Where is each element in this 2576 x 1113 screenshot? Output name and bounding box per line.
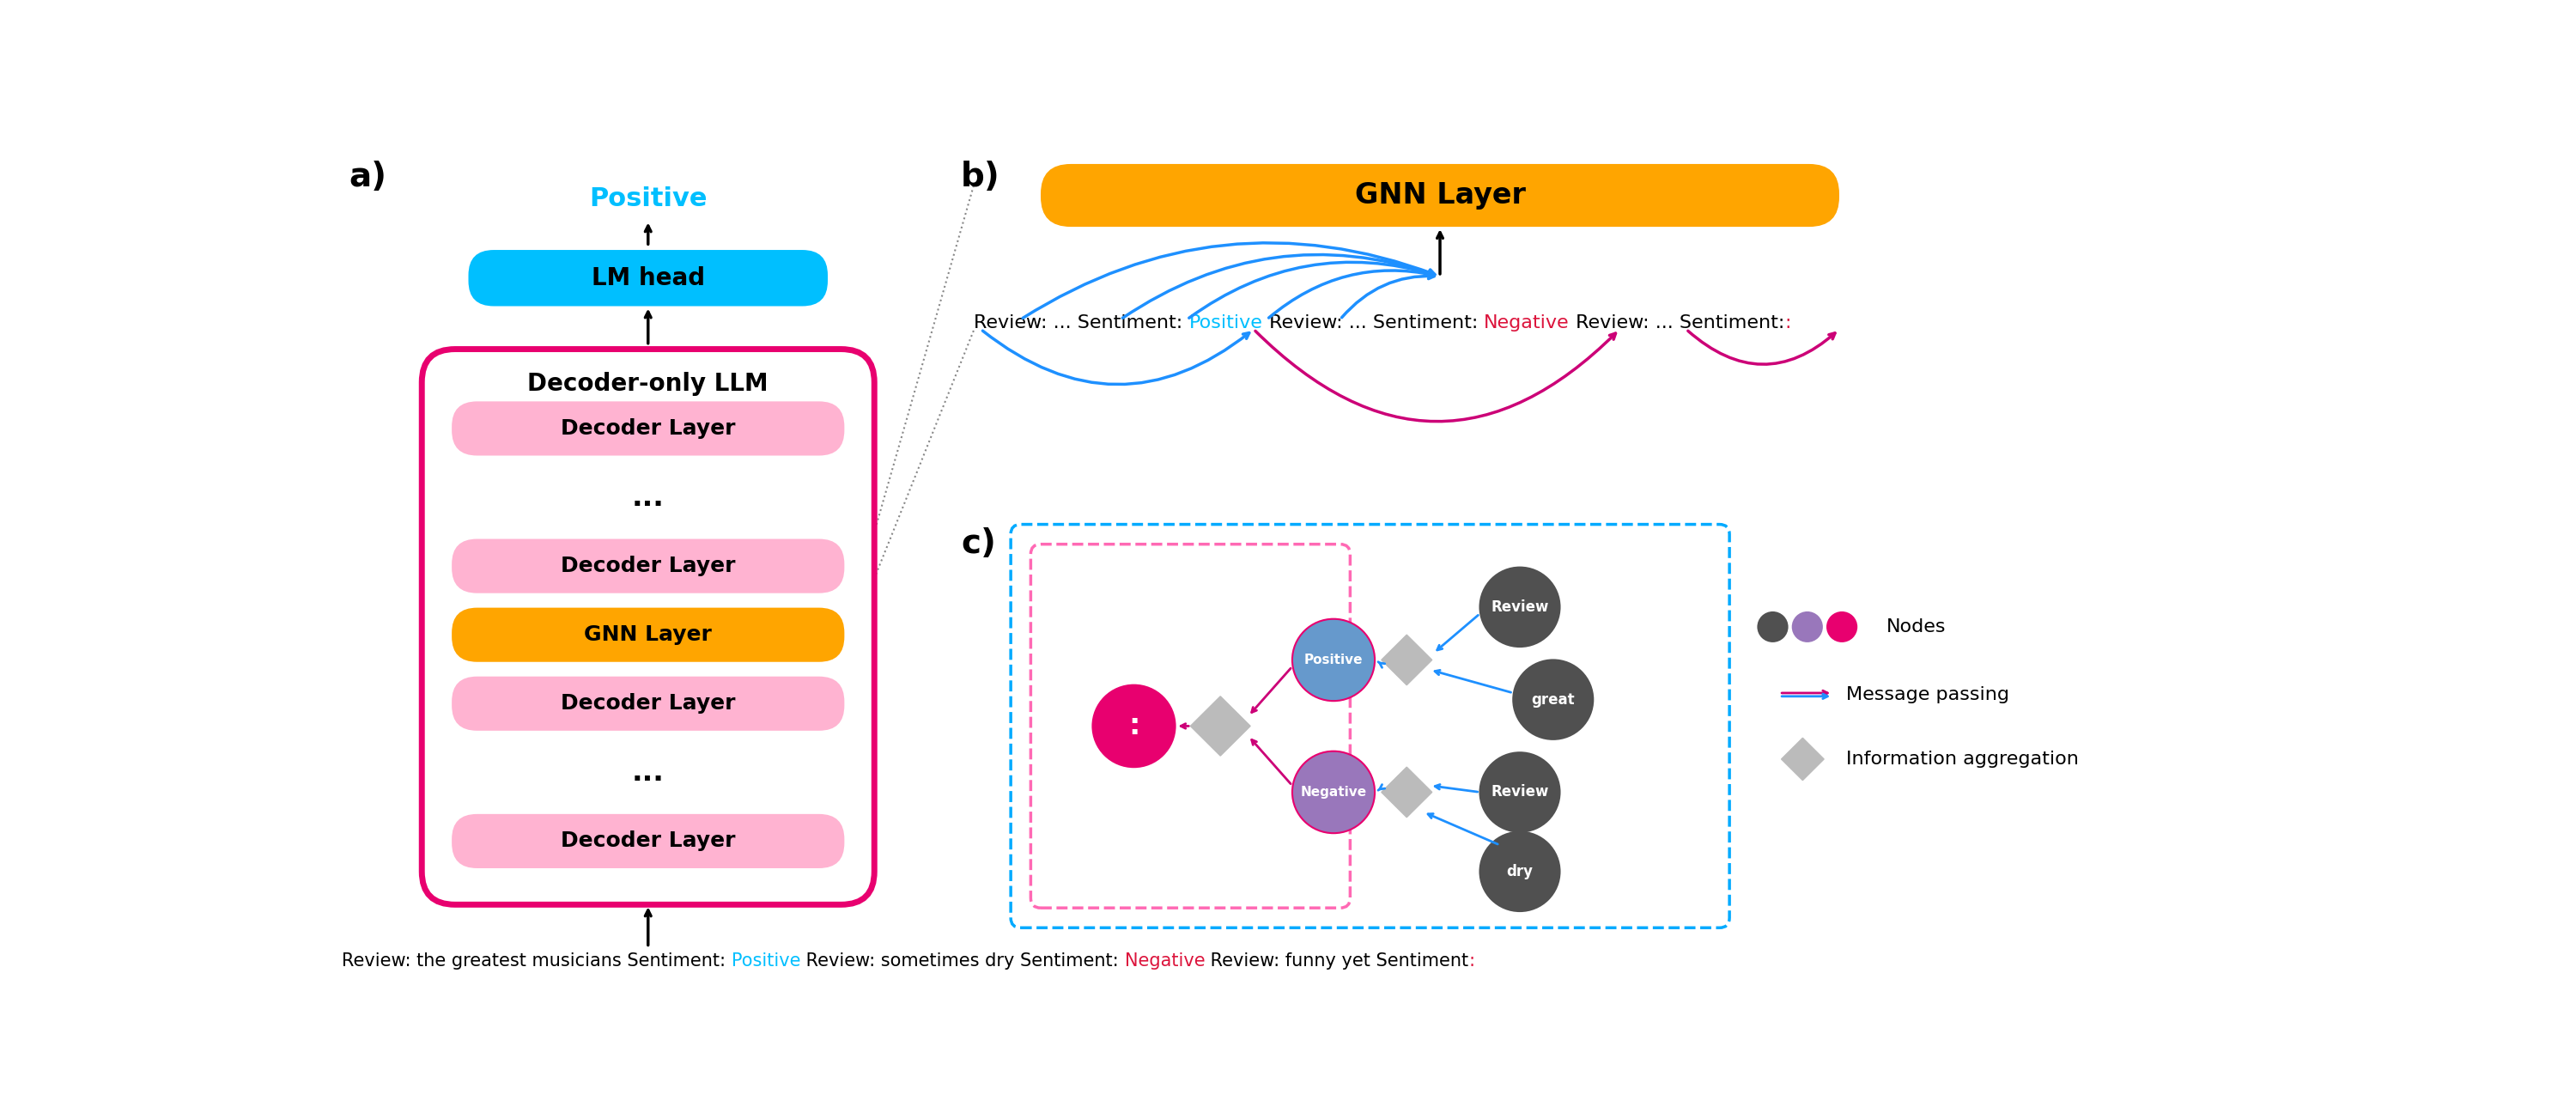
Text: Review: sometimes dry Sentiment:: Review: sometimes dry Sentiment: xyxy=(801,953,1126,969)
Circle shape xyxy=(1512,660,1592,739)
Text: GNN Layer: GNN Layer xyxy=(585,624,711,646)
Text: :: : xyxy=(1468,953,1473,969)
Circle shape xyxy=(1479,568,1558,647)
Text: Positive: Positive xyxy=(1303,653,1363,667)
Text: c): c) xyxy=(961,528,997,560)
Text: Decoder Layer: Decoder Layer xyxy=(562,693,737,713)
FancyBboxPatch shape xyxy=(469,250,827,306)
Text: a): a) xyxy=(348,160,386,194)
Text: great: great xyxy=(1530,692,1574,708)
FancyBboxPatch shape xyxy=(422,349,873,905)
Circle shape xyxy=(1293,619,1376,701)
FancyBboxPatch shape xyxy=(451,402,845,455)
Text: GNN Layer: GNN Layer xyxy=(1355,181,1525,209)
FancyBboxPatch shape xyxy=(1041,164,1839,227)
FancyBboxPatch shape xyxy=(451,539,845,593)
FancyBboxPatch shape xyxy=(451,608,845,662)
Polygon shape xyxy=(1190,697,1249,756)
Text: Nodes: Nodes xyxy=(1886,619,1947,636)
Text: Negative: Negative xyxy=(1301,786,1368,799)
Text: :: : xyxy=(1128,712,1139,740)
Text: ...: ... xyxy=(631,483,665,512)
Text: Decoder-only LLM: Decoder-only LLM xyxy=(528,372,768,396)
Circle shape xyxy=(1293,751,1376,834)
Text: Positive: Positive xyxy=(590,187,706,211)
FancyBboxPatch shape xyxy=(451,814,845,868)
Polygon shape xyxy=(1381,634,1432,686)
Text: Review: ... Sentiment:: Review: ... Sentiment: xyxy=(974,314,1190,332)
Text: dry: dry xyxy=(1507,864,1533,879)
Text: Positive: Positive xyxy=(732,953,801,969)
Text: Review: ... Sentiment:: Review: ... Sentiment: xyxy=(1569,314,1785,332)
Text: :: : xyxy=(1785,314,1790,332)
Text: Decoder Layer: Decoder Layer xyxy=(562,418,737,439)
Text: Information aggregation: Information aggregation xyxy=(1847,750,2079,768)
Text: Negative: Negative xyxy=(1484,314,1569,332)
Text: Review: Review xyxy=(1492,599,1548,614)
Circle shape xyxy=(1826,612,1857,641)
Text: Review: Review xyxy=(1492,785,1548,800)
Text: Review: ... Sentiment:: Review: ... Sentiment: xyxy=(1262,314,1484,332)
Text: Decoder Layer: Decoder Layer xyxy=(562,830,737,851)
Text: Negative: Negative xyxy=(1126,953,1206,969)
Text: b): b) xyxy=(961,160,999,194)
Circle shape xyxy=(1479,752,1558,831)
Text: Positive: Positive xyxy=(1190,314,1262,332)
Circle shape xyxy=(1793,612,1821,641)
Circle shape xyxy=(1757,612,1788,641)
Text: Message passing: Message passing xyxy=(1847,686,2009,703)
FancyBboxPatch shape xyxy=(451,677,845,731)
Text: ...: ... xyxy=(631,758,665,787)
Text: Decoder Layer: Decoder Layer xyxy=(562,555,737,577)
Circle shape xyxy=(1479,831,1558,912)
Circle shape xyxy=(1092,686,1175,767)
Polygon shape xyxy=(1783,738,1824,780)
Polygon shape xyxy=(1381,767,1432,817)
Text: Review: the greatest musicians Sentiment:: Review: the greatest musicians Sentiment… xyxy=(343,953,732,969)
Text: LM head: LM head xyxy=(592,266,706,290)
Text: Review: funny yet Sentiment: Review: funny yet Sentiment xyxy=(1206,953,1468,969)
